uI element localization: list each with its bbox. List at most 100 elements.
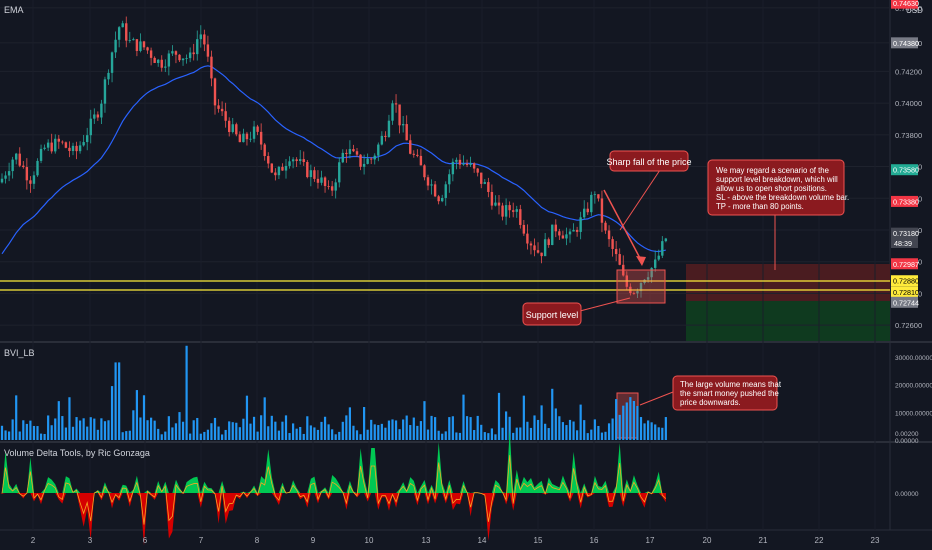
volume-bar — [235, 422, 238, 440]
candle-body — [192, 52, 195, 55]
delta-signal-line — [1, 455, 667, 525]
candle-body — [593, 194, 597, 196]
price-tag-label: 0.74380 — [893, 39, 919, 48]
callout-line: The large volume means that — [680, 380, 782, 389]
price-tag-label: 0.73380 — [893, 197, 919, 206]
callout-text: Sharp fall of the price — [606, 157, 691, 167]
candle-body — [174, 51, 178, 55]
candle-body — [501, 205, 504, 217]
time-tick-label: 21 — [759, 536, 768, 545]
volume-bar — [597, 425, 600, 440]
volume-bar — [299, 426, 302, 440]
candle-body — [142, 41, 146, 48]
candle-body — [206, 44, 210, 57]
breakdown-highlight[interactable] — [616, 269, 666, 304]
candle-body — [160, 59, 163, 68]
price-tick-label: 0.72600 — [895, 321, 922, 330]
callout-support[interactable]: Support level — [522, 302, 582, 326]
volume-bar — [61, 416, 64, 440]
candle-body — [554, 224, 557, 232]
candle-body — [607, 230, 611, 240]
price-tag — [891, 0, 918, 9]
callout-pointer — [579, 297, 631, 312]
volume-bar — [4, 430, 7, 440]
time-tick-label: 15 — [534, 536, 543, 545]
candle-body — [4, 175, 7, 179]
delta-positive-area — [0, 430, 666, 493]
candle-body — [196, 39, 199, 55]
price-tag — [891, 195, 918, 207]
volume-bar — [455, 432, 458, 440]
volume-bar — [636, 405, 639, 440]
take-profit-zone[interactable] — [686, 301, 890, 341]
volume-bar — [199, 433, 202, 440]
candle-body — [288, 161, 291, 166]
volume-bar — [650, 422, 653, 440]
candle-body — [96, 114, 100, 118]
volume-bar — [600, 432, 604, 440]
volume-bar — [366, 429, 369, 440]
time-axis[interactable]: 2 3 6 7 8 9 10 13 14 15 16 17 20 21 22 23 — [31, 536, 880, 545]
callout-scenario[interactable]: We may regard a scenario of the support … — [707, 159, 851, 216]
candle-body — [657, 255, 660, 260]
candle-body — [373, 155, 376, 160]
volume-bar — [348, 407, 351, 440]
candle-body — [409, 140, 412, 154]
candle-body — [309, 170, 313, 178]
volume-bar — [210, 423, 213, 440]
volume-bar — [632, 400, 635, 440]
candle-body — [224, 111, 227, 121]
candle-body — [54, 138, 57, 152]
volume-bar — [125, 431, 128, 440]
volume-bar — [0, 425, 4, 440]
volume-bar — [462, 394, 465, 440]
volume-bar — [441, 433, 444, 440]
callout-pointer — [639, 391, 674, 406]
candle-body — [448, 174, 451, 185]
volume-bar — [394, 420, 398, 440]
callout-volume[interactable]: The large volume means that the smart mo… — [672, 375, 783, 411]
price-tag-label: 0.73580 — [893, 166, 919, 175]
volume-bar — [412, 417, 415, 440]
bvi-axis[interactable]: 30000.00000 20000.00000 10000.00000 0.00000 — [895, 355, 932, 445]
candle-body — [664, 238, 668, 242]
volume-bar — [480, 424, 483, 440]
candle-body — [334, 182, 337, 191]
volume-bar — [306, 416, 309, 440]
volume-bar — [150, 417, 153, 440]
bvi-panel-title[interactable]: BVI_LB — [4, 348, 35, 358]
volume-bar — [192, 420, 195, 440]
volume-bar — [568, 419, 572, 440]
volume-bar — [64, 427, 67, 440]
time-tick-label: 6 — [143, 536, 148, 545]
volume-bar — [110, 386, 114, 440]
volume-bar — [43, 433, 46, 440]
volume-bar — [32, 425, 36, 440]
candle-body — [277, 166, 281, 176]
volume-bar — [611, 418, 614, 440]
stop-loss-zone[interactable] — [686, 264, 890, 301]
volume-bar — [536, 419, 540, 440]
volume-bar — [561, 422, 564, 440]
callout-sharp-fall[interactable]: Sharp fall of the price — [606, 150, 692, 172]
candle-body — [419, 155, 423, 166]
candle-body — [25, 167, 29, 181]
volume-bar — [444, 431, 447, 440]
candle-body — [391, 103, 394, 121]
volume-bar — [526, 421, 529, 440]
volume-bar — [206, 429, 209, 440]
indicator-label[interactable]: EMA — [4, 5, 24, 15]
vdt-panel-title[interactable]: Volume Delta Tools, by Ric Gonzaga — [4, 448, 150, 458]
candle-body — [416, 154, 419, 156]
vdt-tick-label: 0.00000 — [895, 491, 919, 498]
volume-bar — [327, 424, 330, 440]
candle-body — [323, 177, 327, 187]
callout-line: TP - more than 80 points. — [716, 202, 804, 211]
volume-bar — [497, 392, 501, 440]
volume-bar — [465, 416, 469, 440]
candle-body — [366, 158, 369, 164]
volume-bar — [284, 415, 288, 440]
volume-bar — [153, 420, 156, 440]
